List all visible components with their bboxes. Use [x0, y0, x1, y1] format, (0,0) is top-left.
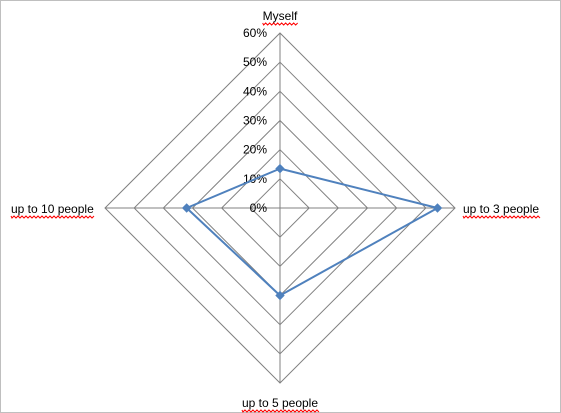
category-label: Myself — [263, 9, 298, 23]
spellcheck-underline — [462, 215, 541, 219]
data-point-3 — [181, 203, 192, 213]
category-label: up to 3 people — [463, 202, 539, 216]
spellcheck-underline — [262, 22, 299, 26]
data-point-0 — [275, 163, 285, 174]
tick-label: 60% — [243, 26, 267, 40]
category-label: up to 10 people — [11, 202, 94, 216]
spellcheck-underline — [10, 215, 95, 219]
spellcheck-underline — [241, 409, 320, 413]
tick-label: 50% — [243, 55, 267, 69]
tick-label: 20% — [243, 143, 267, 157]
tick-label: 0% — [250, 201, 268, 215]
data-point-2 — [275, 290, 285, 301]
tick-label: 40% — [243, 84, 267, 98]
category-label: up to 5 people — [242, 396, 318, 410]
series-line — [185, 167, 439, 297]
tick-label: 30% — [243, 114, 267, 128]
data-point-1 — [432, 203, 443, 213]
